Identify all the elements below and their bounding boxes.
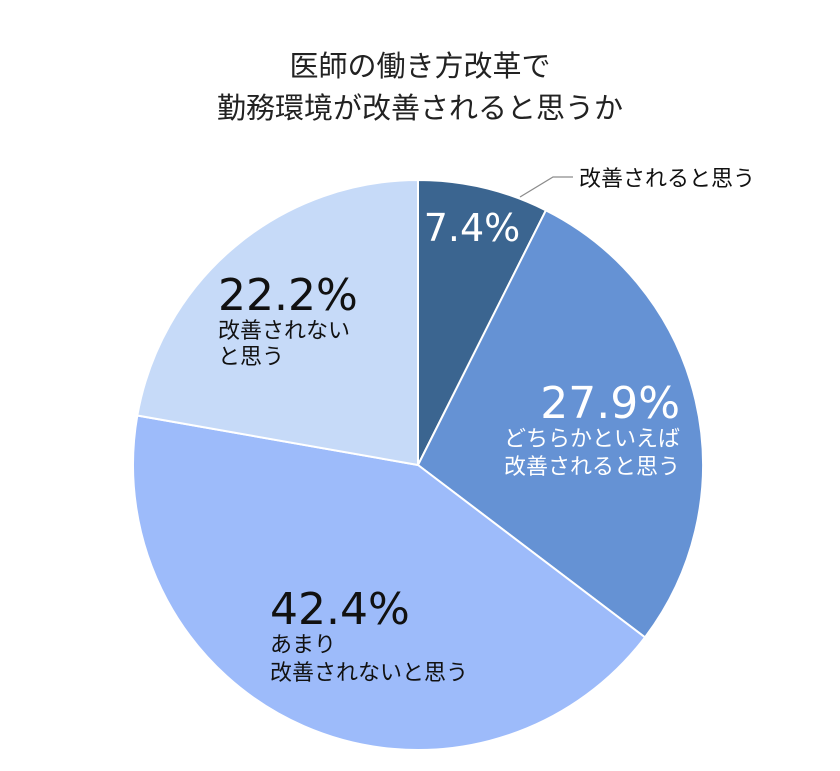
slice-category-callout-label-1: 改善されると思う [579, 167, 755, 192]
slice-category-label-2-line-2: 改善されると思う [504, 455, 680, 480]
slice-category-label-3-line-2: 改善されないと思う [270, 661, 468, 686]
pie-slice-2 [416, 208, 704, 639]
slice-percent-label-1: 7.4% [424, 206, 521, 250]
slice-percent-label-4: 22.2% [218, 270, 358, 321]
pie-slice-1 [417, 178, 548, 466]
slice-category-label-3-line-1: あまり [270, 633, 336, 658]
chart-title-line-2: 勤務環境が改善されると思うか [216, 91, 623, 125]
slice-category-label-2-line-1: どちらかといえば [504, 427, 680, 452]
pie-slice-3 [132, 414, 647, 751]
pie-slice-4 [136, 178, 419, 467]
slice-percent-label-2: 27.9% [540, 378, 680, 429]
slice-category-label-4-line-1: 改善されない [218, 319, 350, 344]
chart-title-line-1: 医師の働き方改革で [289, 49, 551, 83]
slice-category-label-4-line-2: と思う [218, 345, 284, 370]
slice-percent-label-3: 42.4% [270, 584, 410, 635]
callout-leader-line [519, 176, 573, 198]
